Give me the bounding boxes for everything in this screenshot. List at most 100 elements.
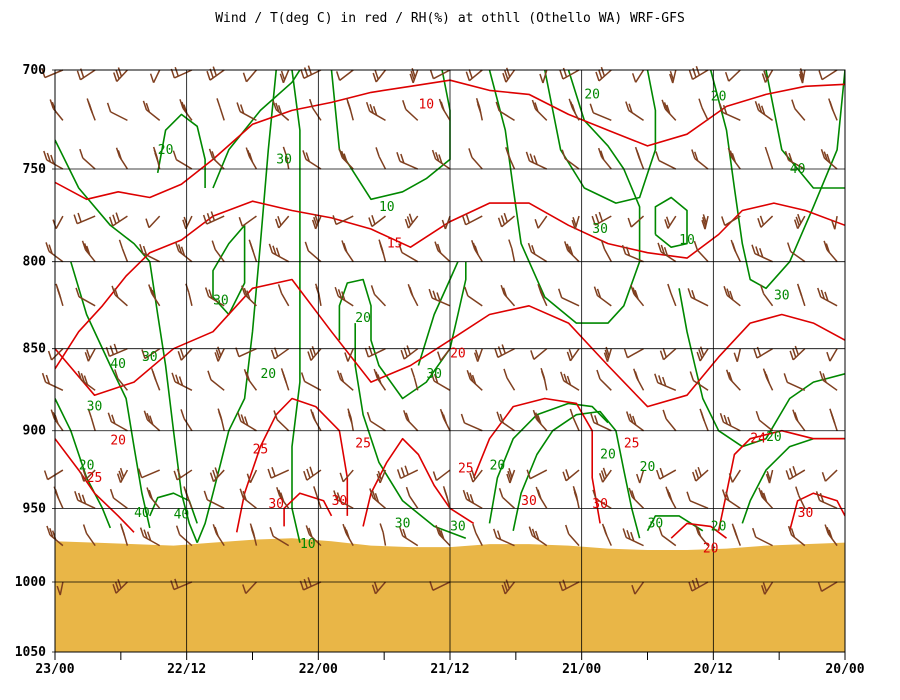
wind-barb xyxy=(562,469,580,482)
wind-barb-staff xyxy=(375,69,387,83)
wind-barb xyxy=(572,486,580,509)
wind-barb xyxy=(630,284,645,307)
wind-barb xyxy=(249,523,258,546)
wind-barb-feather xyxy=(630,531,635,542)
wind-barb-feather xyxy=(282,373,288,384)
wind-barb-feather xyxy=(558,581,564,591)
temperature-contour-label: 20 xyxy=(110,433,126,448)
wind-barb-feather xyxy=(539,289,545,299)
wind-barb-feather xyxy=(460,413,466,424)
wind-barb xyxy=(145,215,161,229)
wind-barb xyxy=(505,147,516,170)
wind-barb-staff xyxy=(658,159,677,170)
wind-barb-feather xyxy=(248,152,254,163)
wind-barb xyxy=(795,486,806,509)
wind-barb-feather xyxy=(272,100,277,110)
wind-barb-feather xyxy=(116,473,122,483)
wind-barb xyxy=(466,369,483,391)
wind-barb-feather xyxy=(500,215,506,225)
wind-barb-staff xyxy=(238,348,257,358)
rh-contour-label: 30 xyxy=(592,222,608,237)
wind-barb-feather xyxy=(636,473,641,484)
wind-barb-feather xyxy=(400,349,405,360)
wind-barb xyxy=(755,410,774,432)
temperature-contour-label: 30 xyxy=(332,494,348,509)
wind-barb-feather xyxy=(729,150,735,160)
rh-contour-line xyxy=(212,70,301,189)
wind-barb-feather xyxy=(245,371,251,382)
rh-contour-label: 20 xyxy=(158,143,174,158)
wind-barb-staff xyxy=(663,348,677,361)
wind-barb xyxy=(566,348,580,362)
wind-barb-staff xyxy=(497,348,515,359)
wind-barb-feather xyxy=(669,70,675,81)
wind-barb xyxy=(216,98,225,121)
wind-barb xyxy=(600,239,612,263)
wind-barb-feather xyxy=(787,525,793,536)
wind-barb-feather xyxy=(86,245,91,256)
wind-barb-feather xyxy=(278,489,283,500)
wind-barb xyxy=(146,487,161,509)
wind-barb-feather xyxy=(211,151,216,161)
wind-barb-staff xyxy=(819,499,838,510)
wind-barb-staff xyxy=(603,248,612,263)
wind-barb-feather xyxy=(86,349,91,359)
wind-barb-staff xyxy=(529,469,548,480)
x-tick-label: 22/00 xyxy=(299,662,338,677)
wind-barb-staff xyxy=(472,469,483,483)
wind-barb xyxy=(764,146,774,170)
wind-barb xyxy=(116,467,129,483)
wind-barb xyxy=(202,211,225,225)
wind-barb xyxy=(242,69,258,83)
wind-barb xyxy=(439,408,451,432)
wind-barb-feather xyxy=(438,154,443,164)
wind-barb-feather xyxy=(212,66,217,76)
wind-barb-staff xyxy=(400,469,419,480)
wind-barb-feather xyxy=(83,375,89,385)
wind-barb-feather xyxy=(141,349,146,359)
wind-barb-staff xyxy=(342,469,354,483)
wind-barb-feather xyxy=(146,412,151,423)
wind-barb-staff xyxy=(504,581,516,595)
wind-barb-feather xyxy=(508,468,513,478)
rh-contour-label: 20 xyxy=(766,430,782,445)
wind-barb-feather xyxy=(622,528,627,538)
wind-barb-feather xyxy=(625,101,630,111)
wind-barb-feather xyxy=(760,105,766,115)
wind-barb-feather xyxy=(400,153,405,164)
wind-barb-feather xyxy=(694,524,700,534)
wind-barb-staff xyxy=(59,581,64,596)
temperature-contour-label: 25 xyxy=(624,436,640,451)
wind-barb-feather xyxy=(379,523,384,533)
wind-barb-feather xyxy=(503,582,508,592)
wind-barb xyxy=(402,100,419,121)
rh-contour-label: 30 xyxy=(426,367,442,382)
wind-barb-feather xyxy=(571,219,576,230)
wind-barb-feather xyxy=(77,212,82,223)
wind-barb-feather xyxy=(792,466,797,476)
wind-barb xyxy=(532,409,548,432)
wind-barb-staff xyxy=(347,348,354,362)
wind-barb-staff xyxy=(763,293,774,307)
wind-barb-feather xyxy=(531,99,537,110)
wind-barb-feather xyxy=(762,492,768,503)
wind-barb xyxy=(535,486,548,509)
wind-barb xyxy=(436,348,451,362)
wind-barb-staff xyxy=(754,253,773,263)
wind-barb xyxy=(664,215,677,229)
wind-barb-feather xyxy=(46,525,51,536)
wind-barb xyxy=(783,373,806,391)
wind-barb-feather xyxy=(309,466,314,476)
temperature-contour-line xyxy=(55,278,845,408)
wind-barb xyxy=(119,523,129,546)
wind-barb-feather xyxy=(435,524,440,535)
wind-barb xyxy=(719,413,741,432)
wind-barb-feather xyxy=(146,531,152,541)
wind-barb-feather xyxy=(658,526,663,536)
wind-barb-feather xyxy=(815,491,821,501)
wind-barb-staff xyxy=(121,248,129,262)
wind-barb xyxy=(313,486,322,509)
wind-barb-feather xyxy=(571,104,576,114)
rh-contour-line xyxy=(417,261,459,366)
wind-barb xyxy=(248,239,258,262)
